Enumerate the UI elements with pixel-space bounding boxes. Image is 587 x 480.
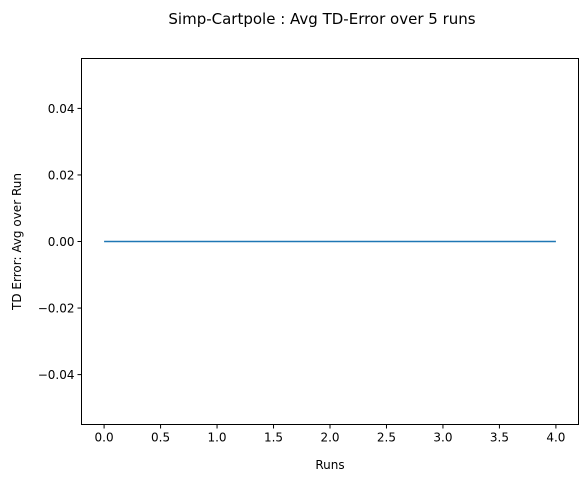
y-tick-label: 0.04 — [48, 102, 75, 116]
x-tick-label: 1.5 — [264, 431, 283, 445]
y-tick-label: −0.04 — [38, 368, 75, 382]
x-tick-label: 2.0 — [320, 431, 339, 445]
x-tick-label: 0.5 — [151, 431, 170, 445]
x-tick-label: 2.5 — [377, 431, 396, 445]
x-tick-label: 0.0 — [95, 431, 114, 445]
x-tick-label: 4.0 — [546, 431, 565, 445]
y-tick-label: 0.02 — [48, 168, 75, 182]
y-tick-label: 0.00 — [48, 235, 75, 249]
x-tick-label: 3.5 — [490, 431, 509, 445]
x-tick-label: 3.0 — [433, 431, 452, 445]
y-axis-label: TD Error: Avg over Run — [10, 173, 24, 311]
chart-title: Simp-Cartpole : Avg TD-Error over 5 runs — [168, 10, 475, 28]
x-axis-label: Runs — [315, 458, 344, 472]
y-tick-label: −0.02 — [38, 302, 75, 316]
x-tick-label: 1.0 — [207, 431, 226, 445]
